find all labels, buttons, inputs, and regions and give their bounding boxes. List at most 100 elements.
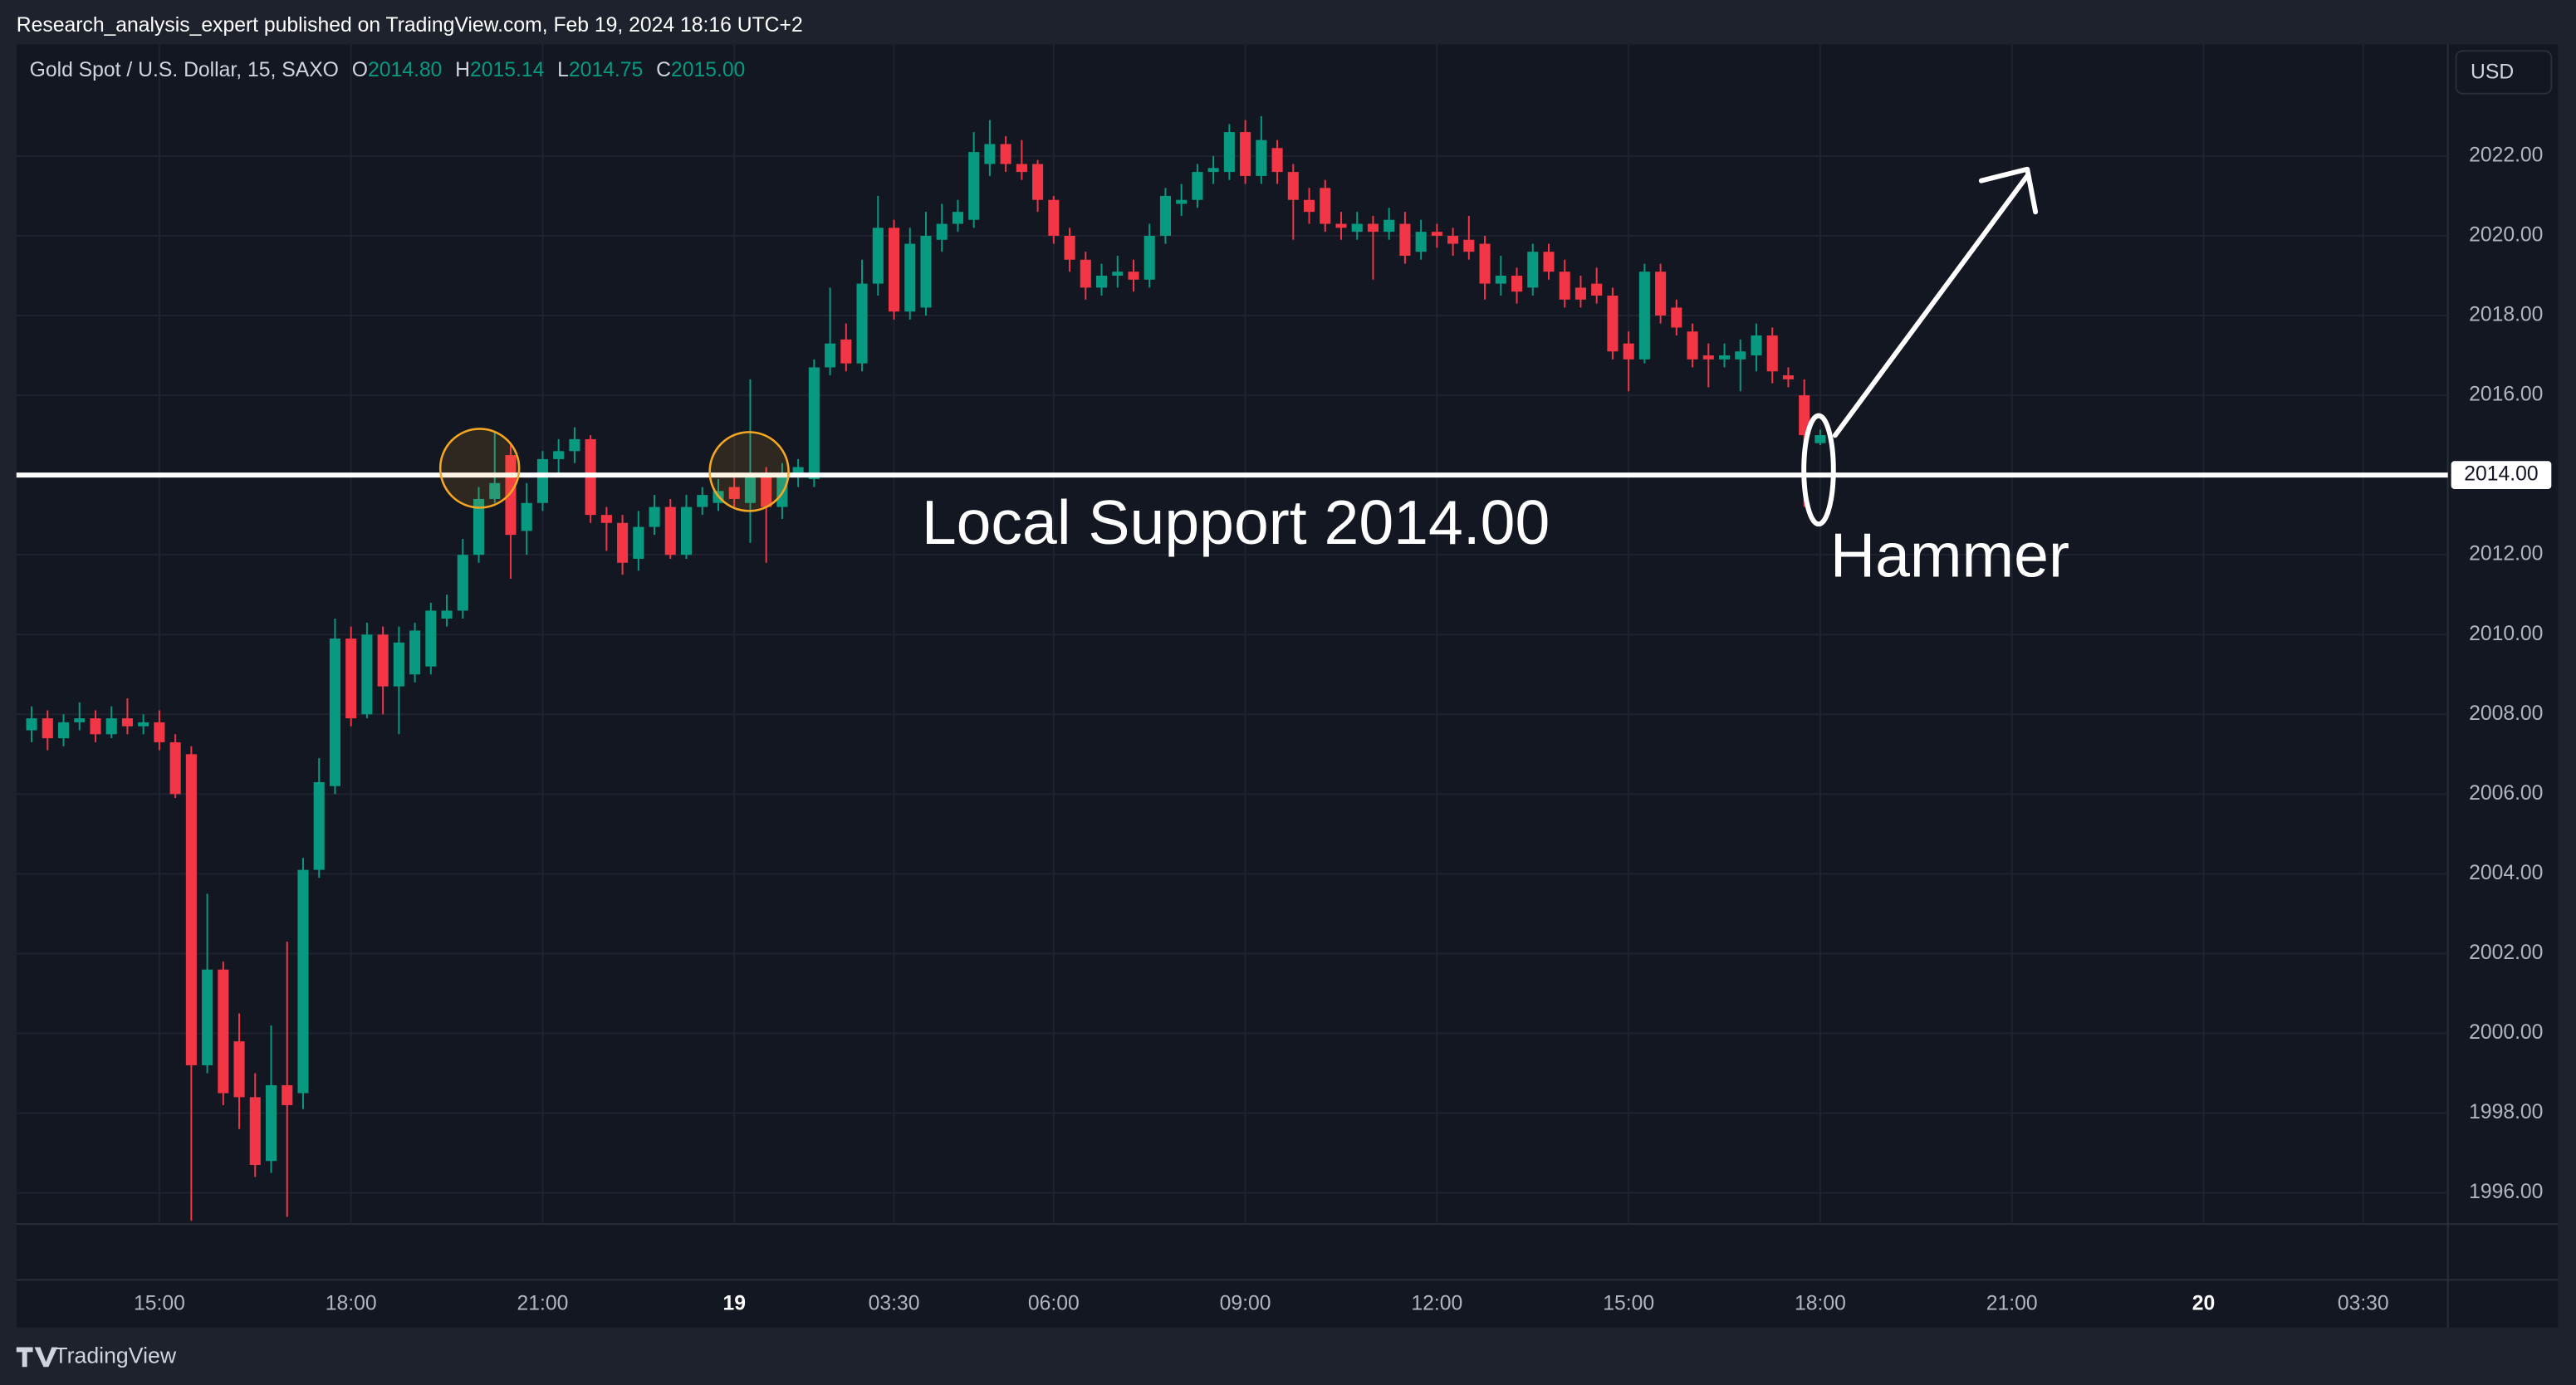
- candle-body: [138, 722, 149, 727]
- candle-body: [1159, 195, 1171, 236]
- x-tick-label: 03:30: [2338, 1293, 2389, 1315]
- candle-body: [1271, 148, 1283, 173]
- candle-body: [185, 754, 197, 1065]
- candle-body: [1176, 199, 1188, 204]
- candle-body: [792, 467, 804, 476]
- candle-body: [42, 718, 53, 739]
- symbol-legend: Gold Spot / U.S. Dollar, 15, SAXO O2014.8…: [30, 59, 746, 81]
- x-tick-label: 19: [722, 1293, 745, 1315]
- candle-body: [409, 630, 421, 675]
- candle-body: [744, 475, 756, 503]
- candle-body: [1495, 275, 1506, 284]
- candle-body: [265, 1084, 277, 1162]
- price-label-box: [2451, 461, 2552, 489]
- candle-body: [313, 781, 325, 870]
- symbol: Gold Spot / U.S. Dollar, 15, SAXO: [30, 59, 339, 81]
- candle-body: [90, 718, 101, 735]
- x-tick-label: 09:00: [1220, 1293, 1271, 1315]
- candle-body: [154, 722, 165, 742]
- candle-body: [1112, 272, 1124, 276]
- brand: TradingView: [54, 1343, 177, 1368]
- candle-body: [57, 722, 70, 739]
- candle-body: [952, 212, 963, 224]
- x-tick-label: 21:00: [517, 1293, 569, 1315]
- candle-body: [1718, 355, 1731, 360]
- candle-body: [840, 339, 852, 364]
- candle-body: [1207, 168, 1219, 173]
- y-tick-label: 1998.00: [2469, 1101, 2543, 1123]
- legend-key: L: [557, 59, 569, 81]
- candle-body: [984, 144, 996, 164]
- highlight-circle: [438, 428, 521, 509]
- candle-body: [1814, 435, 1826, 443]
- candle-body: [968, 152, 980, 220]
- hammer-ellipse: [1801, 413, 1836, 527]
- candle-body: [1383, 219, 1395, 232]
- legend-value: 2014.80: [368, 59, 442, 81]
- candle-body: [1751, 335, 1762, 356]
- x-tick-label: 15:00: [134, 1293, 185, 1315]
- candle-body: [569, 438, 580, 452]
- drawings: [438, 166, 2039, 527]
- arrow-head: [1978, 166, 2039, 215]
- currency-button[interactable]: [2455, 50, 2553, 95]
- candle-body: [776, 475, 788, 507]
- y-tick-label: 2012.00: [2469, 543, 2543, 565]
- legend-key: H: [455, 59, 470, 81]
- candle-body: [393, 642, 404, 687]
- y-tick-label: 2006.00: [2469, 782, 2543, 805]
- candle-body: [1431, 232, 1442, 236]
- candle-body: [904, 243, 916, 312]
- price-label: 2014.00: [2464, 463, 2538, 486]
- x-tick-label: 12:00: [1411, 1293, 1462, 1315]
- candle-body: [856, 283, 868, 364]
- y-tick-label: 2016.00: [2469, 384, 2543, 406]
- candle-body: [1016, 164, 1027, 173]
- candle-body: [825, 343, 836, 368]
- candle-body: [249, 1097, 261, 1166]
- candle-body: [680, 507, 693, 555]
- candle-body: [1095, 275, 1108, 288]
- candle-body: [1574, 287, 1586, 300]
- candle-body: [1591, 283, 1603, 296]
- y-tick-label: 1996.00: [2469, 1181, 2543, 1203]
- candle-body: [1479, 243, 1491, 284]
- x-tick-label: 03:30: [869, 1293, 920, 1315]
- candle-body: [1527, 252, 1539, 288]
- candle-body: [1399, 223, 1411, 256]
- candle-body: [1766, 335, 1778, 372]
- candle-body: [1303, 199, 1315, 213]
- candle-body: [1032, 164, 1044, 200]
- x-tick-label: 21:00: [1986, 1293, 2038, 1315]
- candle-body: [553, 451, 565, 459]
- candle-body: [536, 458, 548, 503]
- arrow: [1832, 173, 2030, 438]
- candle-body: [361, 634, 373, 715]
- y-tick-label: 2018.00: [2469, 304, 2543, 326]
- x-tick-label: 18:00: [1795, 1293, 1846, 1315]
- y-tick-label: 2008.00: [2469, 702, 2543, 725]
- candle-body: [1064, 235, 1075, 260]
- candle-body: [808, 367, 820, 479]
- currency[interactable]: USD: [2471, 61, 2514, 84]
- candle-body: [1623, 343, 1634, 360]
- candle-body: [1782, 375, 1794, 379]
- candle-body: [377, 634, 389, 687]
- candle-body: [1240, 132, 1251, 176]
- candle-body: [649, 507, 660, 527]
- candle-body: [1048, 199, 1060, 236]
- x-tick-label: 18:00: [326, 1293, 377, 1315]
- y-tick-label: 2004.00: [2469, 862, 2543, 884]
- candle-body: [1447, 235, 1459, 244]
- candle-body: [441, 610, 453, 619]
- candle-body: [345, 639, 357, 719]
- legend-key: C: [656, 59, 671, 81]
- candle-body: [1702, 355, 1714, 360]
- candle-body: [1638, 272, 1650, 360]
- legend-value: 2015.00: [671, 59, 745, 81]
- candle-body: [1000, 144, 1011, 164]
- candle-body: [1128, 272, 1139, 280]
- candle-body: [105, 718, 117, 735]
